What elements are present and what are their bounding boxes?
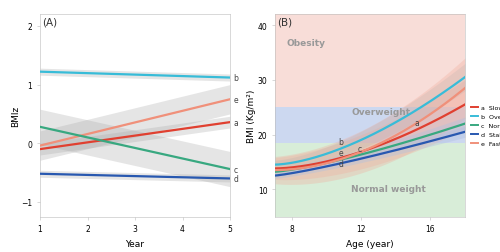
Text: (B): (B) (277, 17, 292, 27)
Text: c: c (234, 165, 237, 174)
Text: d: d (234, 174, 238, 183)
Text: (A): (A) (42, 17, 57, 27)
X-axis label: Age (year): Age (year) (346, 239, 394, 248)
X-axis label: Year: Year (126, 239, 144, 248)
Text: Normal weight: Normal weight (351, 184, 426, 193)
Y-axis label: BMIz: BMIz (11, 105, 20, 127)
Text: b: b (338, 138, 344, 147)
Text: Overweight: Overweight (351, 107, 410, 116)
Text: d: d (338, 159, 344, 168)
Text: a: a (234, 118, 238, 127)
Bar (275, 15, 465, 108)
Text: a: a (415, 119, 420, 128)
Text: e: e (339, 148, 344, 157)
Text: c: c (358, 144, 362, 153)
Legend: a  Slow increasing group, b  Overweight and obesity group, c  Normal decreasing : a Slow increasing group, b Overweight an… (470, 105, 500, 147)
Bar (275, 108, 465, 143)
Text: Obesity: Obesity (286, 39, 326, 48)
Text: e: e (234, 95, 238, 104)
Bar (275, 143, 465, 217)
Y-axis label: BMI (Kg/m²): BMI (Kg/m²) (247, 89, 256, 142)
Text: b: b (234, 74, 238, 83)
